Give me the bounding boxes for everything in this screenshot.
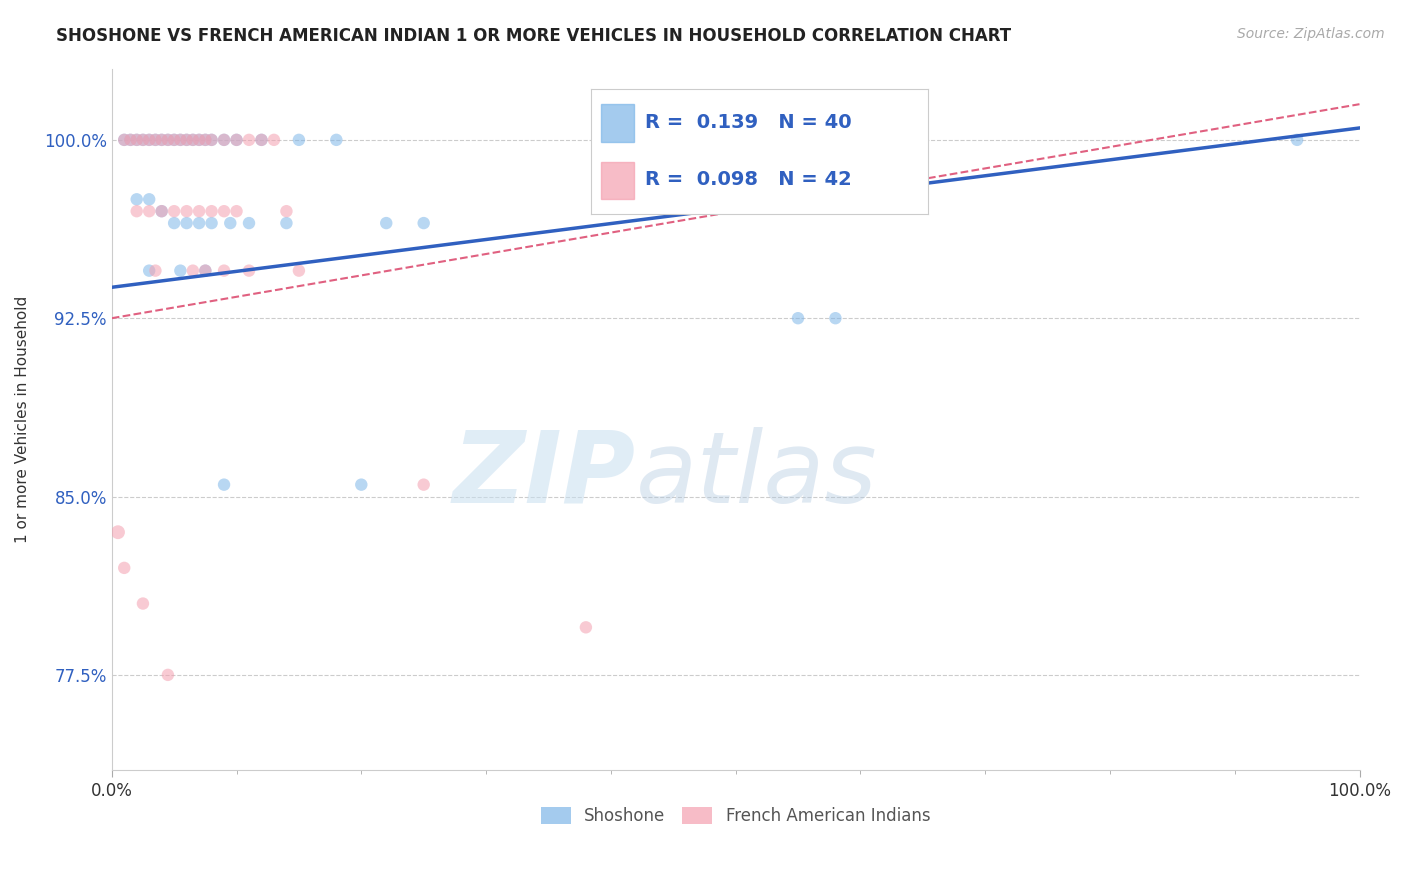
Point: [1286, 133, 1309, 147]
Point: [132, 133, 155, 147]
Point: [250, 133, 273, 147]
Point: [212, 133, 235, 147]
Point: [325, 133, 347, 147]
Point: [238, 263, 260, 277]
Point: [194, 133, 217, 147]
Point: [169, 133, 191, 147]
Point: [176, 133, 198, 147]
Point: [120, 133, 142, 147]
Point: [263, 133, 285, 147]
Point: [138, 263, 160, 277]
Point: [138, 192, 160, 206]
Y-axis label: 1 or more Vehicles in Household: 1 or more Vehicles in Household: [15, 295, 30, 543]
Point: [250, 133, 273, 147]
Point: [212, 204, 235, 219]
Point: [194, 263, 217, 277]
Legend: Shoshone, French American Indians: Shoshone, French American Indians: [541, 806, 931, 825]
Point: [181, 263, 204, 277]
Text: atlas: atlas: [636, 427, 877, 524]
Point: [276, 216, 298, 230]
Point: [350, 477, 373, 491]
Point: [225, 204, 247, 219]
Point: [188, 216, 211, 230]
Point: [125, 133, 148, 147]
Point: [156, 668, 179, 682]
Point: [787, 311, 810, 326]
Point: [176, 216, 198, 230]
Point: [200, 216, 222, 230]
Point: [120, 133, 142, 147]
Text: SHOSHONE VS FRENCH AMERICAN INDIAN 1 OR MORE VEHICLES IN HOUSEHOLD CORRELATION C: SHOSHONE VS FRENCH AMERICAN INDIAN 1 OR …: [56, 27, 1011, 45]
Point: [188, 133, 211, 147]
Point: [132, 133, 155, 147]
Point: [163, 204, 186, 219]
Point: [107, 525, 129, 540]
Point: [212, 263, 235, 277]
Point: [375, 216, 398, 230]
Point: [163, 133, 186, 147]
Point: [145, 263, 167, 277]
Point: [125, 204, 148, 219]
Point: [194, 133, 217, 147]
Point: [163, 216, 186, 230]
Point: [138, 133, 160, 147]
Point: [150, 204, 173, 219]
Point: [150, 133, 173, 147]
Point: [138, 204, 160, 219]
Point: [145, 133, 167, 147]
Point: [112, 561, 135, 575]
Text: R =  0.139   N = 40: R = 0.139 N = 40: [644, 113, 851, 132]
Point: [188, 204, 211, 219]
Point: [169, 263, 191, 277]
Point: [219, 216, 242, 230]
Point: [200, 204, 222, 219]
Point: [238, 133, 260, 147]
Point: [225, 133, 247, 147]
Point: [125, 192, 148, 206]
Point: [176, 204, 198, 219]
Point: [112, 133, 135, 147]
Text: R =  0.098   N = 42: R = 0.098 N = 42: [644, 169, 851, 188]
Point: [156, 133, 179, 147]
Point: [200, 133, 222, 147]
Text: Source: ZipAtlas.com: Source: ZipAtlas.com: [1237, 27, 1385, 41]
Point: [150, 133, 173, 147]
Point: [169, 133, 191, 147]
Point: [412, 216, 434, 230]
Point: [225, 133, 247, 147]
Point: [181, 133, 204, 147]
Point: [132, 597, 155, 611]
Bar: [600, 104, 634, 142]
Point: [176, 133, 198, 147]
Point: [112, 133, 135, 147]
Point: [150, 204, 173, 219]
Point: [575, 620, 598, 634]
Point: [181, 133, 204, 147]
Point: [212, 133, 235, 147]
Point: [138, 133, 160, 147]
Point: [288, 133, 311, 147]
Point: [276, 204, 298, 219]
Point: [412, 477, 434, 491]
Point: [194, 263, 217, 277]
Point: [163, 133, 186, 147]
Text: ZIP: ZIP: [453, 427, 636, 524]
Point: [156, 133, 179, 147]
Point: [824, 311, 846, 326]
Point: [125, 133, 148, 147]
Point: [238, 216, 260, 230]
Point: [200, 133, 222, 147]
Point: [212, 477, 235, 491]
Point: [188, 133, 211, 147]
Point: [288, 263, 311, 277]
Bar: [600, 161, 634, 199]
Point: [145, 133, 167, 147]
